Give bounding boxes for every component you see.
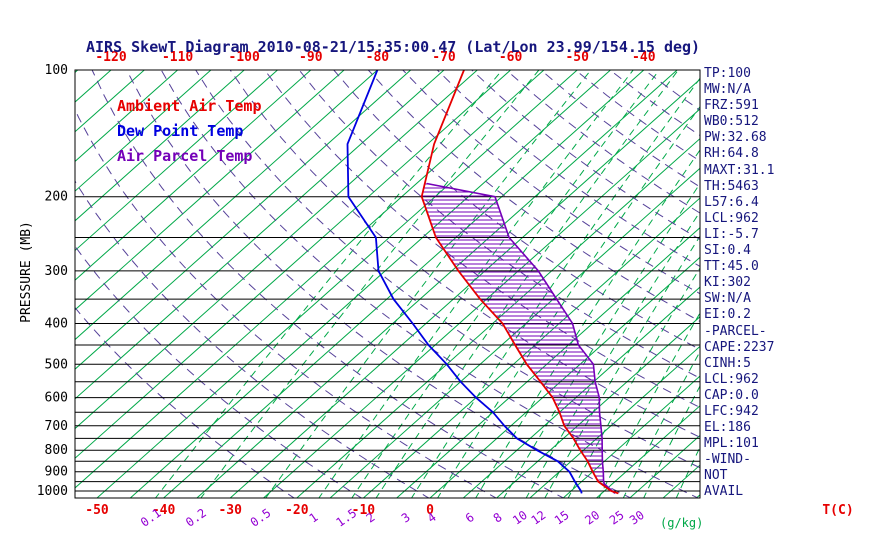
pressure-tick: 500 (45, 357, 68, 372)
stat-line: LCL:962 (704, 371, 759, 387)
mixing-ratio-tick: 4 (425, 510, 439, 526)
pressure-tick: 700 (45, 419, 68, 434)
stat-line: EI:0.2 (704, 307, 751, 323)
pressure-tick: 200 (45, 190, 68, 205)
stat-line: KI:302 (704, 275, 751, 291)
stat-line: SI:0.4 (704, 243, 751, 259)
top-axis-tick: -90 (299, 50, 323, 65)
mixing-ratio-tick: 30 (627, 508, 647, 528)
top-axis-tick: -50 (565, 50, 589, 65)
mixing-ratio-tick: 0.5 (248, 506, 274, 530)
top-axis-tick: -110 (162, 50, 193, 65)
stat-line: PW:32.68 (704, 130, 767, 146)
stat-line: SW:N/A (704, 291, 751, 307)
bottom-temp-tick: -30 (218, 503, 242, 518)
top-axis-tick: -80 (366, 50, 390, 65)
stat-line: L57:6.4 (704, 194, 759, 210)
legend-item: Ambient Air Temp (117, 97, 262, 115)
y-axis-label: PRESSURE (MB) (19, 221, 34, 323)
stat-line: WB0:512 (704, 114, 759, 130)
mixing-ratio-tick: 6 (463, 510, 477, 526)
stat-line: -PARCEL- (704, 323, 767, 339)
legend-item: Dew Point Temp (117, 122, 244, 140)
legend-item: Air Parcel Temp (117, 147, 253, 165)
mixing-ratio-tick: 15 (552, 508, 572, 528)
bottom-temp-tick: -10 (352, 503, 376, 518)
ambient-temp-curve (420, 70, 619, 495)
mixing-ratio-tick: 25 (607, 508, 627, 528)
bottom-temp-tick: -50 (85, 503, 109, 518)
mixing-ratio-tick: 8 (491, 510, 505, 526)
stat-line: LFC:942 (704, 403, 759, 419)
parcel-temp-curve (426, 182, 616, 494)
temp-unit-label: T(C) (822, 503, 853, 518)
stat-line: CINH:5 (704, 355, 751, 371)
chart-title: AIRS SkewT Diagram 2010-08-21/15:35:00.4… (86, 38, 701, 56)
mixing-ratio-tick: 12 (529, 508, 549, 528)
stat-line: -WIND- (704, 452, 751, 468)
stat-line: EL:186 (704, 420, 751, 436)
pressure-gridlines (75, 196, 700, 492)
stat-line: MAXT:31.1 (704, 162, 775, 178)
bottom-temp-tick: 0 (426, 503, 434, 518)
top-axis-tick: -70 (432, 50, 456, 65)
mixing-ratio-tick: 10 (510, 508, 530, 528)
legend: Ambient Air Temp Dew Point Temp Air Parcel… (117, 96, 262, 171)
pressure-tick: 900 (45, 465, 68, 480)
pressure-tick: 800 (45, 443, 68, 458)
bottom-temp-tick: -20 (285, 503, 309, 518)
pressure-tick: 1000 (37, 484, 68, 499)
top-axis-tick: -40 (632, 50, 656, 65)
stat-line: TH:5463 (704, 178, 759, 194)
top-axis-tick: -120 (95, 50, 126, 65)
mixing-ratio-lines (154, 70, 700, 498)
mixing-ratio-tick: 0.2 (183, 506, 209, 530)
bottom-temp-tick: -40 (152, 503, 176, 518)
top-axis-tick: -100 (229, 50, 260, 65)
stat-line: MW:N/A (704, 82, 751, 98)
pressure-tick: 300 (45, 264, 68, 279)
mixing-ratio-tick: 2 (364, 510, 378, 526)
stat-line: CAP:0.0 (704, 387, 759, 403)
stat-line: RH:64.8 (704, 146, 759, 162)
stats-panel: TP:100 MW:N/A FRZ:591 WB0:512 PW:32.68 RH:64.… (704, 66, 774, 501)
stat-line: LI:-5.7 (704, 226, 759, 242)
stat-line: LCL:962 (704, 210, 759, 226)
stat-line: FRZ:591 (704, 98, 759, 114)
stat-line: AVAIL (704, 484, 744, 500)
stat-line: NOT (704, 468, 728, 484)
mixing-ratio-tick: 1 (307, 510, 321, 526)
cape-hatch (421, 183, 604, 481)
mixing-unit-label: (g/kg) (660, 516, 703, 530)
pressure-tick: 100 (45, 63, 68, 78)
pressure-tick: 400 (45, 317, 68, 332)
stat-line: TP:100 (704, 66, 751, 81)
stat-line: CAPE:2237 (704, 339, 775, 355)
stat-line: MPL:101 (704, 436, 759, 452)
pressure-tick: 600 (45, 391, 68, 406)
plot-border (74, 69, 701, 499)
top-axis-tick: -60 (499, 50, 523, 65)
dew-point-curve (346, 70, 583, 494)
stat-line: TT:45.0 (704, 259, 759, 275)
dry-adiabat-lines (75, 70, 700, 498)
mixing-ratio-tick: 3 (399, 510, 413, 526)
mixing-ratio-tick: 20 (582, 508, 602, 528)
